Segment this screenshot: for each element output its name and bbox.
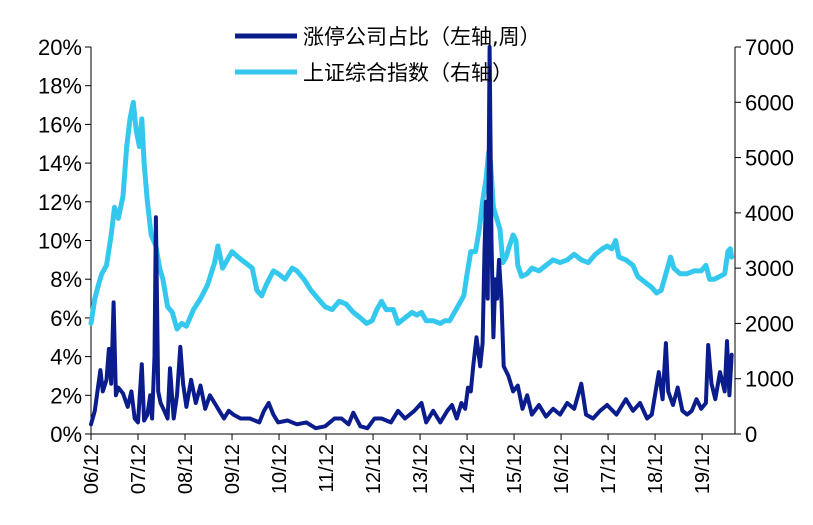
left-tick-label: 10% bbox=[38, 229, 82, 254]
right-tick-label: 5000 bbox=[745, 146, 794, 171]
x-tick-label: 18/12 bbox=[645, 444, 667, 494]
x-tick-group: 06/12 07/12 08/12 09/12 10/12 11/12 12/12 13/12… bbox=[81, 434, 714, 494]
x-tick-label: 16/12 bbox=[551, 444, 573, 494]
right-tick-label: 1000 bbox=[745, 367, 794, 392]
right-tick-label: 3000 bbox=[745, 256, 794, 281]
x-tick-label: 10/12 bbox=[269, 444, 291, 494]
right-tick-label: 0 bbox=[745, 422, 757, 447]
legend-label: 上证综合指数（右轴） bbox=[303, 61, 513, 85]
left-tick-label: 20% bbox=[38, 35, 82, 60]
x-tick-label: 06/12 bbox=[81, 444, 103, 494]
series-line-shanghai-index bbox=[88, 99, 735, 332]
x-tick-label: 15/12 bbox=[504, 444, 526, 494]
series-layer bbox=[88, 45, 735, 431]
left-tick-label: 14% bbox=[38, 151, 82, 176]
left-tick-group: 0% 2% 4% 6% 8% 10% 12% 14% 16% 18% 20% bbox=[38, 35, 91, 447]
legend: 涨停公司占比（左轴,周） 上证综合指数（右轴） bbox=[235, 25, 541, 85]
left-tick-label: 8% bbox=[50, 267, 82, 292]
x-tick-label: 13/12 bbox=[410, 444, 432, 494]
left-tick-label: 18% bbox=[38, 74, 82, 99]
legend-label: 涨停公司占比（左轴,周） bbox=[303, 25, 541, 49]
x-tick-label: 07/12 bbox=[128, 444, 150, 494]
x-tick-label: 17/12 bbox=[598, 444, 620, 494]
x-tick-label: 11/12 bbox=[316, 444, 338, 493]
series-line-limit-up-ratio bbox=[89, 45, 734, 431]
x-tick-label: 12/12 bbox=[363, 444, 385, 494]
left-tick-label: 0% bbox=[50, 422, 82, 447]
x-tick-label: 08/12 bbox=[175, 444, 197, 494]
right-tick-label: 2000 bbox=[745, 311, 794, 336]
left-tick-label: 4% bbox=[50, 345, 82, 370]
right-tick-label: 4000 bbox=[745, 201, 794, 226]
axes-group bbox=[90, 47, 736, 435]
x-tick-label: 14/12 bbox=[457, 444, 479, 494]
left-tick-label: 16% bbox=[38, 112, 82, 137]
right-tick-group: 0 1000 2000 3000 4000 5000 6000 7000 bbox=[735, 35, 794, 447]
left-tick-label: 2% bbox=[50, 383, 82, 408]
left-tick-label: 12% bbox=[38, 190, 82, 215]
right-tick-label: 7000 bbox=[745, 35, 794, 60]
right-tick-label: 6000 bbox=[745, 90, 794, 115]
x-tick-label: 19/12 bbox=[692, 444, 714, 494]
left-tick-label: 6% bbox=[50, 306, 82, 331]
x-tick-label: 09/12 bbox=[222, 444, 244, 494]
